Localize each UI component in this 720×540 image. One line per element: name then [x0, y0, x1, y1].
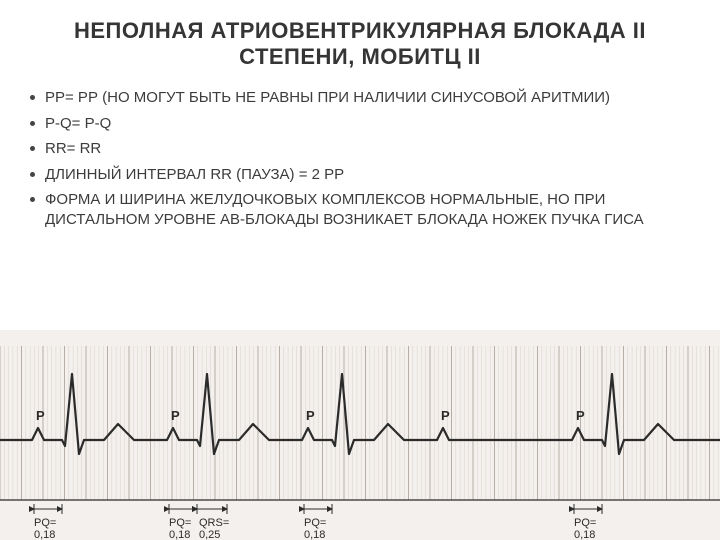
svg-text:PQ=: PQ=: [169, 517, 191, 529]
svg-text:P: P: [171, 408, 180, 423]
list-item: RR= RR: [30, 139, 690, 159]
ecg-svg: PPQ=0,18PPQ=0,18QRS=0,25PPQ=0,18PPPQ=0,1…: [0, 330, 720, 540]
svg-text:PQ=: PQ=: [574, 517, 596, 529]
ecg-strip: PPQ=0,18PPQ=0,18QRS=0,25PPQ=0,18PPPQ=0,1…: [0, 330, 720, 540]
svg-text:0,18: 0,18: [34, 529, 55, 540]
bullet-list: РР= РР (НО МОГУТ БЫТЬ НЕ РАВНЫ ПРИ НАЛИЧ…: [0, 78, 720, 229]
bullet-dot: [30, 121, 35, 126]
svg-text:0,18: 0,18: [169, 529, 190, 540]
svg-text:0,18: 0,18: [304, 529, 325, 540]
bullet-dot: [30, 197, 35, 202]
slide: НЕПОЛНАЯ АТРИОВЕНТРИКУЛЯРНАЯ БЛОКАДА II …: [0, 0, 720, 540]
list-item: ДЛИННЫЙ ИНТЕРВАЛ RR (ПАУЗА) = 2 РР: [30, 165, 690, 185]
list-item-text: ФОРМА И ШИРИНА ЖЕЛУДОЧКОВЫХ КОМПЛЕКСОВ Н…: [45, 190, 690, 229]
slide-title: НЕПОЛНАЯ АТРИОВЕНТРИКУЛЯРНАЯ БЛОКАДА II …: [0, 0, 720, 78]
bullet-dot: [30, 95, 35, 100]
list-item: P-Q= P-Q: [30, 114, 690, 134]
svg-text:P: P: [576, 408, 585, 423]
bullet-dot: [30, 172, 35, 177]
svg-text:P: P: [36, 408, 45, 423]
svg-text:0,25: 0,25: [199, 529, 220, 540]
list-item: РР= РР (НО МОГУТ БЫТЬ НЕ РАВНЫ ПРИ НАЛИЧ…: [30, 88, 690, 108]
svg-text:QRS=: QRS=: [199, 517, 229, 529]
svg-text:P: P: [306, 408, 315, 423]
bullet-dot: [30, 146, 35, 151]
svg-text:P: P: [441, 408, 450, 423]
svg-text:PQ=: PQ=: [304, 517, 326, 529]
list-item-text: ДЛИННЫЙ ИНТЕРВАЛ RR (ПАУЗА) = 2 РР: [45, 165, 690, 185]
svg-text:PQ=: PQ=: [34, 517, 56, 529]
svg-text:0,18: 0,18: [574, 529, 595, 540]
list-item: ФОРМА И ШИРИНА ЖЕЛУДОЧКОВЫХ КОМПЛЕКСОВ Н…: [30, 190, 690, 229]
list-item-text: РР= РР (НО МОГУТ БЫТЬ НЕ РАВНЫ ПРИ НАЛИЧ…: [45, 88, 690, 108]
list-item-text: RR= RR: [45, 139, 690, 159]
list-item-text: P-Q= P-Q: [45, 114, 690, 134]
